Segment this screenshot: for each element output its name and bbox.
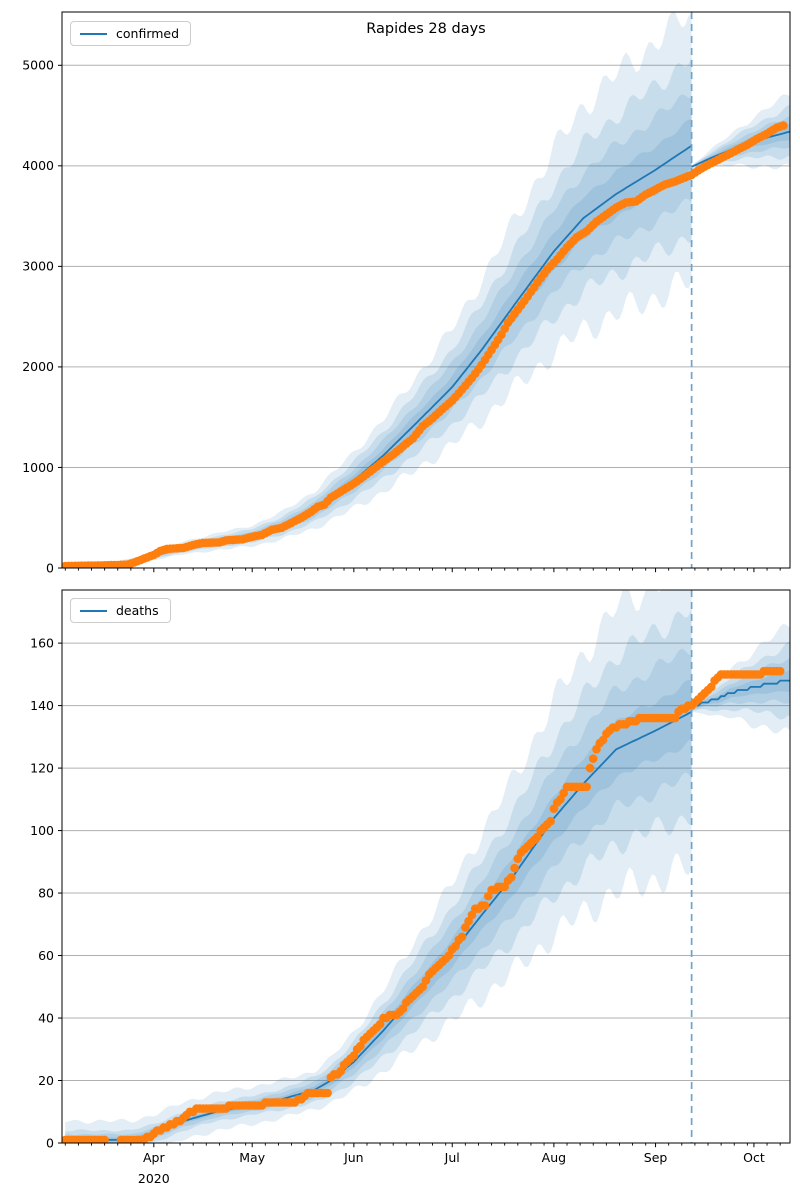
y-tick-label: 20 — [38, 1073, 54, 1088]
x-axis-year-label: 2020 — [138, 1171, 170, 1186]
confidence-band-historical — [65, 648, 692, 1143]
actual-dot — [585, 763, 595, 773]
actual-dot — [484, 891, 493, 901]
confidence-band-forecast — [691, 115, 790, 168]
actual-dot — [582, 782, 591, 792]
actual-dot — [775, 666, 785, 676]
actual-dot — [464, 916, 473, 926]
y-tick-label: 100 — [30, 823, 54, 838]
x-tick-label: Jun — [343, 1150, 364, 1165]
actual-dot — [418, 982, 428, 992]
confidence-band-forecast — [691, 94, 790, 170]
actual-dot — [510, 863, 519, 873]
x-tick-label: Aug — [542, 1150, 566, 1165]
chart-title: Rapides 28 days — [366, 21, 486, 37]
y-tick-label: 1000 — [22, 460, 54, 475]
forecast-line — [690, 679, 790, 710]
confidence-band-historical — [65, 119, 692, 567]
y-tick-label: 140 — [30, 698, 54, 713]
y-tick-label: 0 — [46, 1135, 54, 1150]
confidence-band-historical — [65, 94, 692, 568]
y-tick-label: 0 — [46, 560, 54, 575]
actual-dot — [588, 754, 598, 763]
actual-dot — [779, 121, 788, 130]
actual-dot — [513, 854, 523, 863]
actual-dot — [507, 873, 516, 882]
actual-data-points — [62, 666, 785, 1143]
deaths-subplot: 0 20 40 60 80 100 120 140 160 Apr 2020 May Jun Jul Aug… — [30, 589, 791, 1186]
y-tick-label: 120 — [30, 760, 54, 775]
actual-dot — [323, 1088, 332, 1098]
legend-line-sample-confirmed — [80, 32, 107, 35]
confidence-band-forecast — [691, 104, 790, 168]
actual-dot — [457, 932, 467, 942]
axes-spines — [61, 589, 791, 1144]
y-tick-label: 5000 — [22, 58, 54, 73]
y-tick-label: 160 — [30, 635, 54, 650]
actual-dot — [398, 1004, 408, 1013]
actual-data-points — [62, 121, 788, 568]
axes-spines — [61, 11, 791, 569]
x-tick-label: May — [239, 1150, 265, 1165]
x-tick-label: Oct — [743, 1150, 765, 1165]
confirmed-subplot: 0 1000 2000 3000 4000 5000 — [22, 11, 791, 575]
legend-line-sample-deaths — [80, 609, 107, 612]
actual-dot — [451, 941, 460, 951]
legend-label-deaths: deaths — [116, 603, 159, 618]
y-tick-label: 60 — [38, 948, 54, 963]
actual-dot — [670, 713, 680, 723]
legend-deaths: deaths — [70, 598, 171, 623]
y-tick-label: 3000 — [22, 259, 54, 274]
x-tick-label: Apr — [143, 1150, 165, 1165]
legend-confirmed: confirmed — [70, 21, 192, 46]
actual-dot — [598, 735, 608, 745]
y-tick-label: 40 — [38, 1010, 54, 1025]
actual-dot — [480, 901, 490, 910]
confidence-band-historical — [65, 590, 692, 1143]
actual-dot — [100, 1135, 109, 1143]
legend-label-confirmed: confirmed — [116, 26, 180, 41]
actual-dot — [559, 788, 568, 798]
x-tick-label: Sep — [644, 1150, 668, 1165]
actual-dot — [707, 682, 716, 692]
confidence-band-historical — [65, 12, 692, 568]
y-tick-label: 80 — [38, 885, 54, 900]
actual-dot — [546, 816, 555, 826]
x-tick-label: Jul — [444, 1150, 460, 1165]
y-tick-label: 4000 — [22, 158, 54, 173]
actual-dot — [375, 1020, 385, 1029]
y-tick-label: 2000 — [22, 359, 54, 374]
